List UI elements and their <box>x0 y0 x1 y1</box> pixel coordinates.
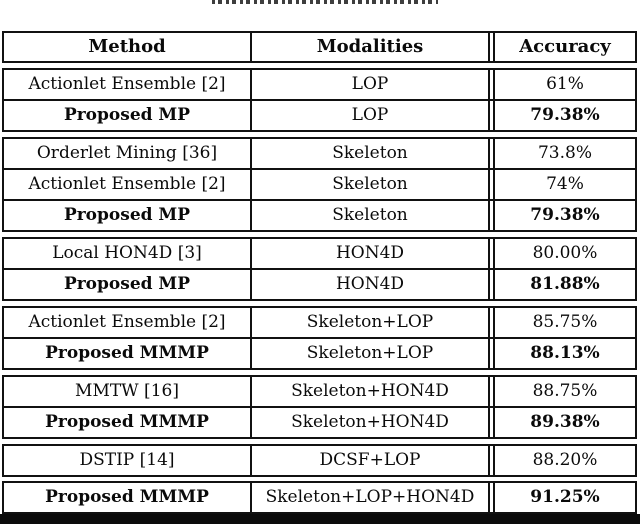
method-cell: Proposed MP <box>4 101 252 130</box>
accuracy-cell: 91.25% <box>488 483 635 512</box>
table-group: MMTW [16] Skeleton+HON4D 88.75% Proposed MM… <box>2 375 637 439</box>
accuracy-cell: 88.75% <box>488 377 635 406</box>
method-cell: Proposed MMMP <box>4 408 252 437</box>
accuracy-cell: 79.38% <box>488 201 635 230</box>
header-method: Method <box>4 33 252 61</box>
method-cell: Proposed MP <box>4 270 252 299</box>
table-row: Proposed MP HON4D 81.88% <box>4 268 635 299</box>
method-cell: Proposed MP <box>4 201 252 230</box>
caption-area <box>0 0 640 31</box>
table-row: Proposed MP Skeleton 79.38% <box>4 199 635 230</box>
table-row: Actionlet Ensemble [2] Skeleton 74% <box>4 168 635 199</box>
table-row: Proposed MMMP Skeleton+HON4D 89.38% <box>4 406 635 437</box>
modalities-cell: Skeleton+LOP <box>306 312 434 332</box>
table-row: MMTW [16] Skeleton+HON4D 88.75% <box>4 377 635 406</box>
table-header-group: Method Modalities Accuracy <box>2 31 637 63</box>
method-cell: Local HON4D [3] <box>4 239 252 268</box>
modalities-cell: Skeleton <box>332 174 408 194</box>
method-cell: Proposed MMMP <box>4 483 252 512</box>
method-cell: Orderlet Mining [36] <box>4 139 252 168</box>
table-row: Proposed MP LOP 79.38% <box>4 99 635 130</box>
table-header-row: Method Modalities Accuracy <box>4 33 635 61</box>
table-group: Proposed MMMP Skeleton+LOP+HON4D 91.25% <box>2 481 637 514</box>
accuracy-cell: 85.75% <box>488 308 635 337</box>
accuracy-cell: 89.38% <box>488 408 635 437</box>
modalities-cell: Skeleton+HON4D <box>291 412 449 432</box>
table-row: DSTIP [14] DCSF+LOP 88.20% <box>4 446 635 475</box>
method-cell: Actionlet Ensemble [2] <box>4 70 252 99</box>
method-cell: Actionlet Ensemble [2] <box>4 170 252 199</box>
accuracy-cell: 88.20% <box>488 446 635 475</box>
bottom-rule <box>0 514 640 524</box>
modalities-cell: HON4D <box>335 274 405 294</box>
modalities-cell: Skeleton+HON4D <box>291 381 449 401</box>
method-cell: Actionlet Ensemble [2] <box>4 308 252 337</box>
method-cell: DSTIP [14] <box>4 446 252 475</box>
modalities-cell: Skeleton <box>332 205 408 225</box>
table-group: Local HON4D [3] HON4D 80.00% Proposed MP HON… <box>2 237 637 301</box>
modalities-cell: DCSF+LOP <box>319 450 421 470</box>
accuracy-cell: 73.8% <box>488 139 635 168</box>
modalities-cell: LOP <box>351 105 389 125</box>
accuracy-cell: 80.00% <box>488 239 635 268</box>
table-row: Local HON4D [3] HON4D 80.00% <box>4 239 635 268</box>
table-row: Orderlet Mining [36] Skeleton 73.8% <box>4 139 635 168</box>
table-row: Actionlet Ensemble [2] LOP 61% <box>4 70 635 99</box>
table-group: Actionlet Ensemble [2] Skeleton+LOP 85.75%… <box>2 306 637 370</box>
modalities-cell: HON4D <box>335 243 405 263</box>
accuracy-cell: 74% <box>488 170 635 199</box>
modalities-cell: Skeleton+LOP+HON4D <box>265 487 475 507</box>
method-cell: Proposed MMMP <box>4 339 252 368</box>
accuracy-cell: 81.88% <box>488 270 635 299</box>
results-table: Method Modalities Accuracy Actionlet Ens… <box>2 31 637 514</box>
modalities-cell: LOP <box>351 74 389 94</box>
header-accuracy: Accuracy <box>488 33 635 61</box>
table-row: Proposed MMMP Skeleton+LOP+HON4D 91.25% <box>4 483 635 512</box>
table-group: Orderlet Mining [36] Skeleton 73.8% Actionl… <box>2 137 637 232</box>
modalities-cell: Skeleton+LOP <box>306 343 434 363</box>
accuracy-cell: 88.13% <box>488 339 635 368</box>
table-row: Actionlet Ensemble [2] Skeleton+LOP 85.75% <box>4 308 635 337</box>
table-row: Proposed MMMP Skeleton+LOP 88.13% <box>4 337 635 368</box>
table-group: Actionlet Ensemble [2] LOP 61% Proposed MP L… <box>2 68 637 132</box>
accuracy-cell: 79.38% <box>488 101 635 130</box>
method-cell: MMTW [16] <box>4 377 252 406</box>
table-groups: Actionlet Ensemble [2] LOP 61% Proposed MP L… <box>2 68 637 514</box>
clipped-caption-fragment <box>212 0 438 4</box>
header-modalities: Modalities <box>316 36 424 57</box>
accuracy-cell: 61% <box>488 70 635 99</box>
modalities-cell: Skeleton <box>332 143 408 163</box>
table-group: DSTIP [14] DCSF+LOP 88.20% <box>2 444 637 477</box>
